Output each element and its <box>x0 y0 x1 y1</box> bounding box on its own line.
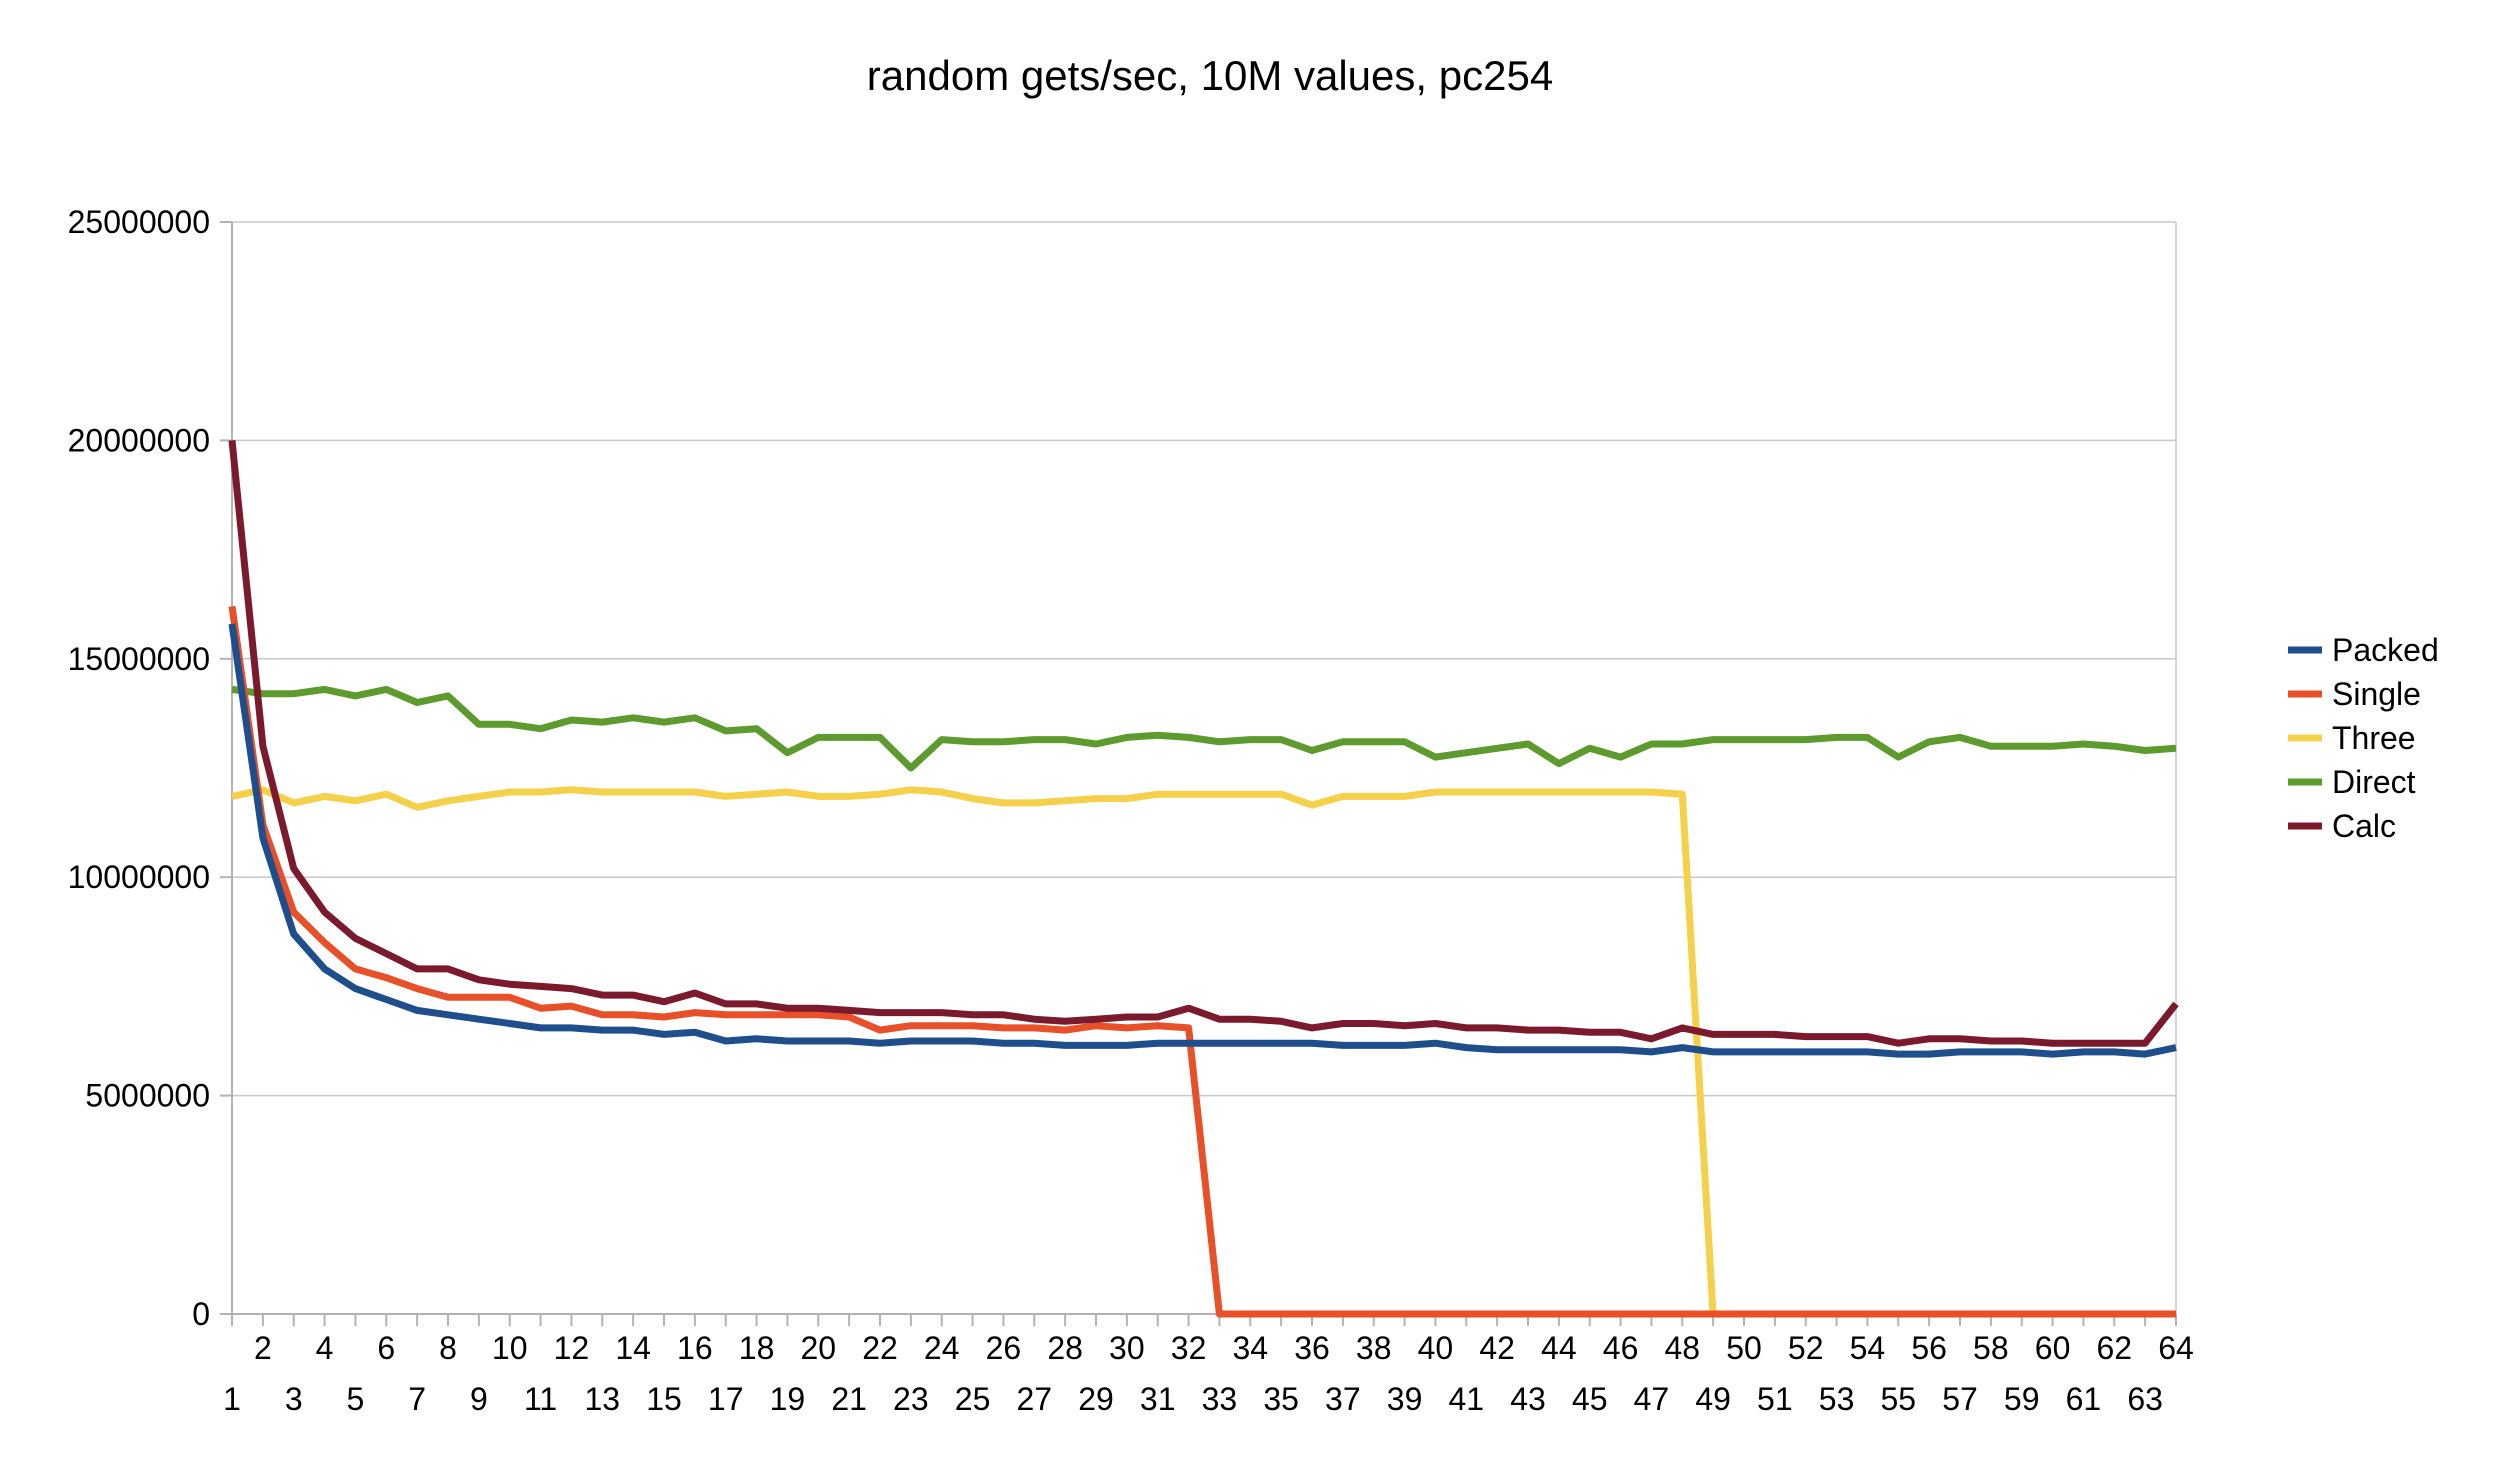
series-line-single <box>228 605 2176 1318</box>
x-tick-label: 59 <box>2004 1381 2040 1417</box>
x-tick-label: 27 <box>1016 1381 1052 1417</box>
x-tick-label: 25 <box>955 1381 991 1417</box>
legend-label: Calc <box>2332 808 2396 844</box>
x-tick-label: 55 <box>1880 1381 1916 1417</box>
legend-label: Direct <box>2332 764 2416 800</box>
x-tick-label: 36 <box>1294 1330 1330 1366</box>
x-tick-label: 58 <box>1973 1330 2009 1366</box>
x-tick-label: 32 <box>1171 1330 1207 1366</box>
x-tick-label: 19 <box>770 1381 806 1417</box>
x-tick-label: 52 <box>1788 1330 1824 1366</box>
x-tick-label: 37 <box>1325 1381 1361 1417</box>
x-tick-label: 6 <box>377 1330 395 1366</box>
x-tick-label: 51 <box>1757 1381 1793 1417</box>
x-tick-label: 4 <box>316 1330 334 1366</box>
x-tick-label: 43 <box>1510 1381 1546 1417</box>
x-tick-label: 53 <box>1819 1381 1855 1417</box>
x-tick-label: 41 <box>1448 1381 1484 1417</box>
x-tick-label: 24 <box>924 1330 960 1366</box>
x-tick-label: 60 <box>2035 1330 2071 1366</box>
x-tick-label: 5 <box>347 1381 365 1417</box>
x-tick-label: 46 <box>1603 1330 1639 1366</box>
x-tick-label: 42 <box>1479 1330 1515 1366</box>
legend-item-packed: Packed <box>2288 632 2439 668</box>
x-tick-label: 33 <box>1202 1381 1238 1417</box>
x-tick-label: 3 <box>285 1381 303 1417</box>
x-tick-label: 21 <box>831 1381 867 1417</box>
chart-title: random gets/sec, 10M values, pc254 <box>867 52 1553 99</box>
y-tick-label: 0 <box>192 1296 210 1332</box>
series-lines <box>228 440 2179 1318</box>
x-tick-label: 18 <box>739 1330 775 1366</box>
x-tick-label: 31 <box>1140 1381 1176 1417</box>
x-tick-label: 48 <box>1664 1330 1700 1366</box>
x-tick-label: 30 <box>1109 1330 1145 1366</box>
x-tick-label: 28 <box>1047 1330 1083 1366</box>
x-tick-label: 63 <box>2127 1381 2163 1417</box>
x-tick-label: 45 <box>1572 1381 1608 1417</box>
x-tick-label: 56 <box>1911 1330 1947 1366</box>
legend-item-direct: Direct <box>2288 764 2416 800</box>
y-tick-label: 5000000 <box>85 1078 210 1114</box>
gridlines <box>232 221 2177 1314</box>
series-line-direct <box>231 685 2177 772</box>
x-tick-label: 44 <box>1541 1330 1577 1366</box>
x-tick-label: 16 <box>677 1330 713 1366</box>
x-tick-label: 40 <box>1418 1330 1454 1366</box>
series-line-packed <box>228 623 2177 1058</box>
x-tick-label: 26 <box>986 1330 1022 1366</box>
x-tick-label: 29 <box>1078 1381 1114 1417</box>
x-tick-label: 11 <box>524 1381 557 1417</box>
y-tick-label: 20000000 <box>68 422 210 458</box>
x-tick-label: 64 <box>2158 1330 2194 1366</box>
x-tick-label: 38 <box>1356 1330 1392 1366</box>
x-tick-label: 20 <box>800 1330 836 1366</box>
x-tick-label: 34 <box>1232 1330 1268 1366</box>
x-tick-label: 50 <box>1726 1330 1762 1366</box>
legend: Packed Single Three Direct Calc <box>2288 632 2439 844</box>
x-tick-label: 39 <box>1387 1381 1423 1417</box>
legend-label: Three <box>2332 720 2416 756</box>
legend-label: Single <box>2332 676 2421 712</box>
y-axis-tick-labels: 0 5000000 10000000 15000000 20000000 25000000 <box>68 204 210 1332</box>
axes <box>220 221 2177 1326</box>
legend-item-calc: Calc <box>2288 808 2396 844</box>
x-tick-label: 10 <box>492 1330 528 1366</box>
x-tick-label: 2 <box>254 1330 272 1366</box>
x-tick-label: 35 <box>1263 1381 1299 1417</box>
x-tick-label: 15 <box>646 1381 682 1417</box>
legend-item-three: Three <box>2288 720 2416 756</box>
x-tick-label: 8 <box>439 1330 457 1366</box>
legend-label: Packed <box>2332 632 2439 668</box>
x-tick-label: 47 <box>1634 1381 1670 1417</box>
x-tick-label: 9 <box>470 1381 488 1417</box>
x-tick-label: 14 <box>615 1330 651 1366</box>
x-tick-label: 1 <box>223 1381 241 1417</box>
x-tick-label: 17 <box>708 1381 744 1417</box>
x-tick-label: 7 <box>408 1381 426 1417</box>
x-tick-label: 54 <box>1850 1330 1886 1366</box>
x-tick-label: 62 <box>2096 1330 2132 1366</box>
x-tick-label: 57 <box>1942 1381 1978 1417</box>
legend-item-single: Single <box>2288 676 2421 712</box>
x-tick-label: 12 <box>554 1330 590 1366</box>
x-axis-tick-labels: 1234567891011121314151617181920212223242… <box>223 1330 2194 1417</box>
x-tick-label: 49 <box>1695 1381 1731 1417</box>
y-tick-label: 10000000 <box>68 859 210 895</box>
x-tick-label: 61 <box>2066 1381 2102 1417</box>
y-tick-label: 15000000 <box>68 641 210 677</box>
x-tick-label: 22 <box>862 1330 898 1366</box>
series-line-calc <box>228 440 2179 1047</box>
x-tick-label: 23 <box>893 1381 929 1417</box>
x-tick-label: 13 <box>584 1381 620 1417</box>
y-tick-label: 25000000 <box>68 204 210 240</box>
